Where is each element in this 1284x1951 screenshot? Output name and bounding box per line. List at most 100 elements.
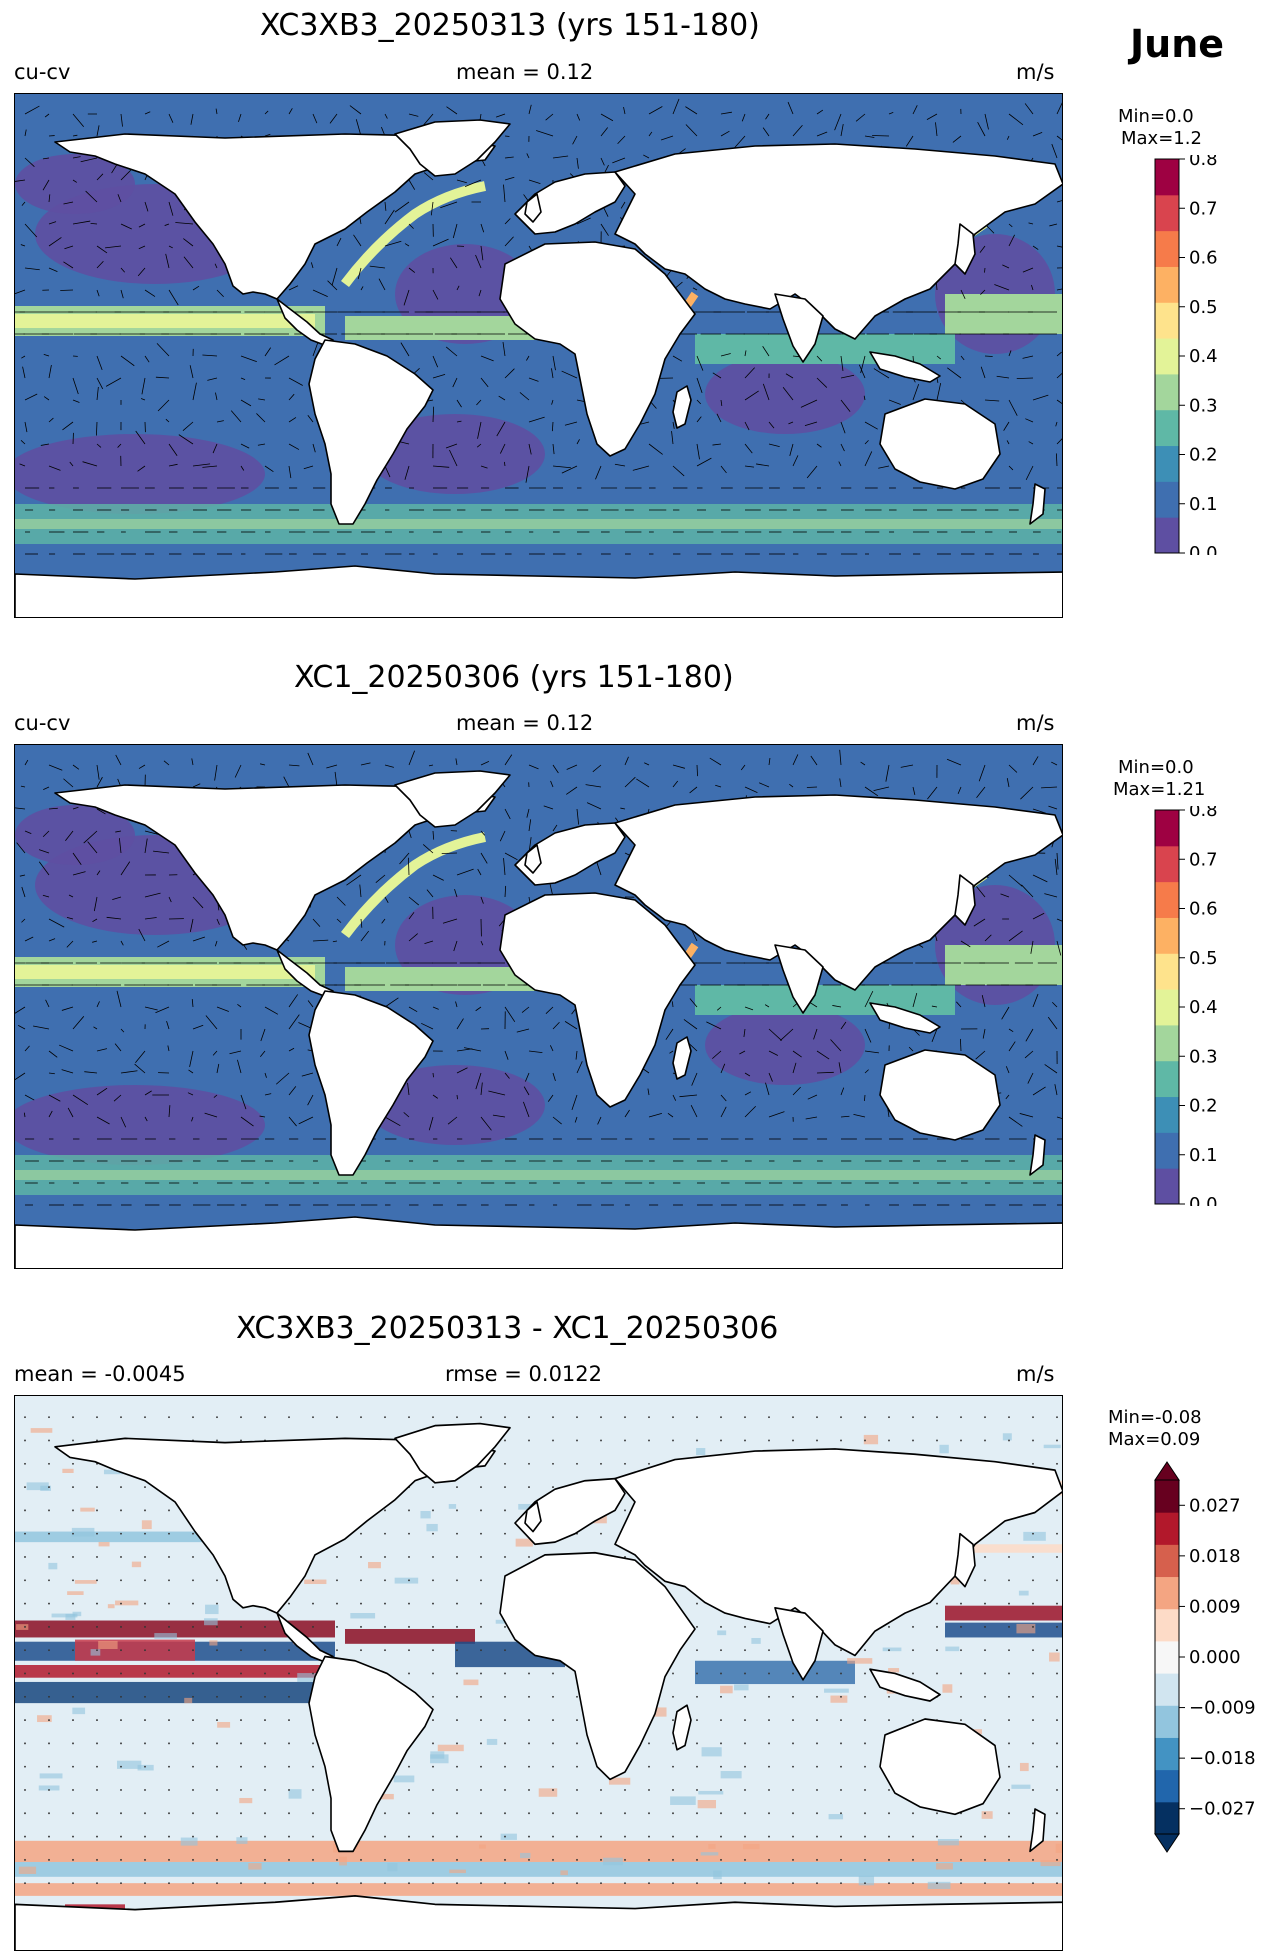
velocity-dot	[816, 1440, 818, 1442]
colorbar-tick-label: −0.009	[1189, 1698, 1256, 1719]
velocity-dot	[288, 1789, 290, 1791]
velocity-dot	[840, 1649, 842, 1651]
velocity-dot	[192, 1626, 194, 1628]
velocity-dot	[144, 1742, 146, 1744]
velocity-dot	[96, 1626, 98, 1628]
anomaly-patch	[27, 1482, 49, 1490]
velocity-dot	[48, 1882, 50, 1884]
velocity-dot	[528, 1789, 530, 1791]
velocity-dot	[216, 1649, 218, 1651]
velocity-dot	[504, 1626, 506, 1628]
velocity-dot	[816, 1882, 818, 1884]
velocity-dot	[504, 1673, 506, 1675]
velocity-dot	[408, 1859, 410, 1861]
anomaly-patch	[394, 1776, 415, 1783]
velocity-dot	[480, 1742, 482, 1744]
velocity-dot	[600, 1416, 602, 1418]
velocity-dot	[480, 1603, 482, 1605]
velocity-dot	[96, 1766, 98, 1768]
velocity-dot	[312, 1742, 314, 1744]
velocity-dot	[360, 1603, 362, 1605]
velocity-dot	[888, 1626, 890, 1628]
velocity-dot	[288, 1882, 290, 1884]
velocity-dot	[768, 1719, 770, 1721]
velocity-dot	[456, 1509, 458, 1511]
velocity-dot	[48, 1812, 50, 1814]
velocity-dot	[936, 1859, 938, 1861]
panel-3-rmse-label: rmse = 0.0122	[445, 1362, 602, 1386]
velocity-dot	[288, 1742, 290, 1744]
velocity-dot	[768, 1882, 770, 1884]
anomaly-patch	[72, 1708, 85, 1714]
velocity-dot	[72, 1533, 74, 1535]
colorbar-segment	[1155, 1577, 1179, 1610]
velocity-dot	[504, 1533, 506, 1535]
velocity-dot	[984, 1440, 986, 1442]
panel-3-units-label: m/s	[1016, 1362, 1054, 1386]
panel-1-mean-label: mean = 0.12	[456, 60, 593, 84]
velocity-dot	[456, 1626, 458, 1628]
anomaly-patch	[945, 1647, 959, 1652]
velocity-dot	[744, 1836, 746, 1838]
velocity-dot	[528, 1742, 530, 1744]
velocity-dot	[480, 1579, 482, 1581]
velocity-dot	[912, 1882, 914, 1884]
colorbar-segment	[1155, 846, 1179, 882]
velocity-dot	[744, 1882, 746, 1884]
velocity-dot	[720, 1719, 722, 1721]
velocity-dot	[792, 1673, 794, 1675]
velocity-dot	[432, 1649, 434, 1651]
velocity-dot	[552, 1719, 554, 1721]
velocity-dot	[24, 1742, 26, 1744]
anomaly-band	[345, 1629, 475, 1644]
velocity-dot	[672, 1859, 674, 1861]
velocity-dot	[24, 1463, 26, 1465]
velocity-dot	[768, 1742, 770, 1744]
colorbar-segment	[1155, 882, 1179, 918]
velocity-dot	[744, 1812, 746, 1814]
velocity-dot	[816, 1673, 818, 1675]
velocity-dot	[768, 1440, 770, 1442]
velocity-dot	[912, 1836, 914, 1838]
panel-2-colorbar: 0.00.10.20.30.40.50.60.70.8	[1150, 806, 1260, 1206]
velocity-dot	[888, 1859, 890, 1861]
velocity-dot	[288, 1836, 290, 1838]
velocity-dot	[864, 1719, 866, 1721]
velocity-dot	[816, 1812, 818, 1814]
anomaly-patch	[859, 1876, 874, 1885]
velocity-dot	[168, 1719, 170, 1721]
velocity-dot	[984, 1416, 986, 1418]
colorbar-segment	[1155, 231, 1179, 267]
velocity-dot	[984, 1719, 986, 1721]
velocity-dot	[840, 1836, 842, 1838]
velocity-dot	[912, 1626, 914, 1628]
anomaly-patch	[487, 1739, 497, 1745]
velocity-dot	[192, 1556, 194, 1558]
anomaly-band	[15, 1682, 315, 1703]
velocity-dot	[792, 1416, 794, 1418]
anomaly-patch	[108, 1604, 115, 1608]
velocity-dot	[792, 1789, 794, 1791]
anomaly-patch	[734, 1684, 749, 1690]
velocity-dot	[768, 1766, 770, 1768]
velocity-dot	[432, 1509, 434, 1511]
velocity-dot	[288, 1673, 290, 1675]
velocity-dot	[720, 1836, 722, 1838]
velocity-dot	[744, 1859, 746, 1861]
anomaly-patch	[698, 1791, 723, 1795]
velocity-dot	[192, 1649, 194, 1651]
velocity-dot	[24, 1603, 26, 1605]
velocity-dot	[432, 1673, 434, 1675]
velocity-dot	[312, 1579, 314, 1581]
velocity-dot	[96, 1649, 98, 1651]
velocity-dot	[312, 1673, 314, 1675]
velocity-dot	[696, 1416, 698, 1418]
velocity-dot	[240, 1836, 242, 1838]
velocity-dot	[576, 1416, 578, 1418]
velocity-dot	[432, 1556, 434, 1558]
velocity-dot	[96, 1603, 98, 1605]
velocity-dot	[720, 1673, 722, 1675]
velocity-dot	[648, 1742, 650, 1744]
velocity-dot	[552, 1742, 554, 1744]
anomaly-patch	[368, 1562, 381, 1568]
